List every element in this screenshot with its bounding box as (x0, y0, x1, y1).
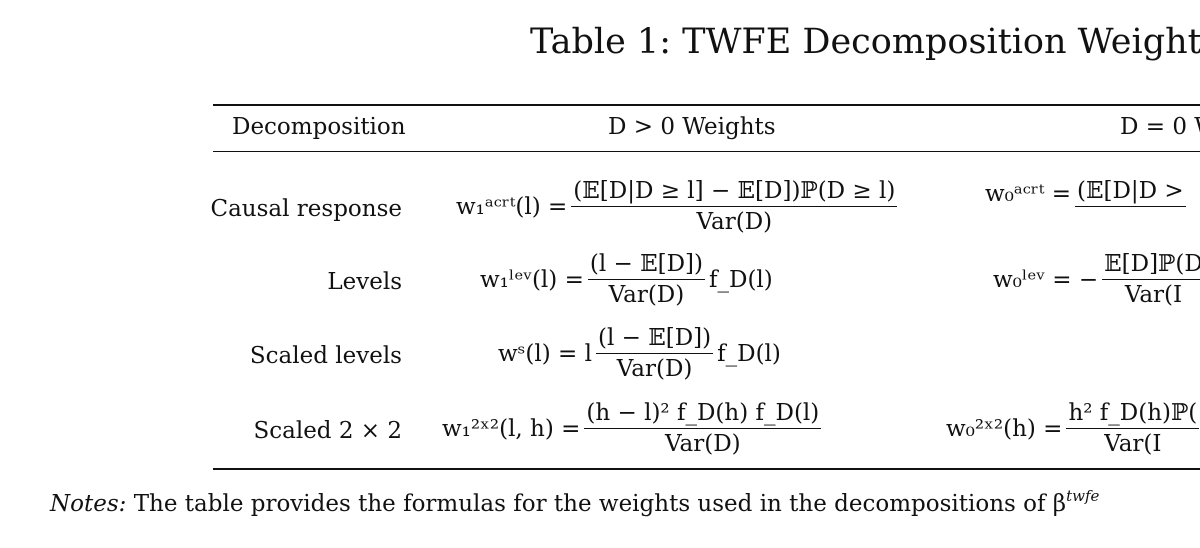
w0-2x2-fraction: h² f_D(h)ℙ( Var(I (1066, 400, 1200, 457)
w0-2x2-numerator: h² f_D(h)ℙ( (1066, 400, 1200, 429)
row-label-levels: Levels (327, 269, 402, 295)
w0-acrt-lhs: w₀ᵃᶜʳᵗ = (985, 180, 1071, 207)
w1-2x2-fraction: (h − l)² f_D(h) f_D(l) Var(D) (584, 400, 822, 457)
notes-superscript: twfe (1066, 487, 1100, 505)
row-label-causal-response: Causal response (210, 196, 402, 222)
row-label-scaled-levels: Scaled levels (249, 343, 402, 369)
ws-fraction: (l − 𝔼[D]) Var(D) (596, 325, 714, 382)
bottom-rule (213, 468, 1200, 470)
w0-2x2-formula: w₀²ˣ²(h) = h² f_D(h)ℙ( Var(I (946, 400, 1200, 457)
notes-text: The table provides the formulas for the … (133, 491, 1067, 517)
w1-lev-lhs: w₁ˡᵉᵛ(l) = (480, 266, 584, 293)
row-label-scaled-2x2: Scaled 2 × 2 (253, 418, 402, 444)
w1-lev-formula: w₁ˡᵉᵛ(l) = (l − 𝔼[D]) Var(D) f_D(l) (480, 251, 773, 308)
header-rule (213, 151, 1200, 152)
w0-lev-numerator: 𝔼[D]ℙ(D (1102, 251, 1200, 280)
w0-2x2-lhs: w₀²ˣ²(h) = (946, 415, 1063, 442)
table-title: Table 1: TWFE Decomposition Weights (530, 22, 1200, 62)
w1-acrt-numerator: (𝔼[D|D ≥ l] − 𝔼[D])ℙ(D ≥ l) (571, 178, 898, 207)
ws-denominator: Var(D) (616, 356, 693, 382)
table-notes: Notes: The table provides the formulas f… (50, 487, 1099, 517)
ws-formula: wˢ(l) = l (l − 𝔼[D]) Var(D) f_D(l) (498, 325, 781, 382)
w1-lev-denominator: Var(D) (608, 282, 685, 308)
header-d-zero-weights: D = 0 W (1120, 114, 1200, 140)
w1-acrt-denominator: Var(D) (696, 209, 773, 235)
w0-lev-denominator: Var(I (1124, 282, 1183, 308)
ws-lhs: wˢ(l) = l (498, 340, 592, 367)
w1-lev-numerator: (l − 𝔼[D]) (587, 251, 705, 280)
w1-2x2-formula: w₁²ˣ²(l, h) = (h − l)² f_D(h) f_D(l) Var… (442, 400, 825, 457)
notes-label: Notes: (50, 491, 127, 517)
w0-lev-fraction: 𝔼[D]ℙ(D Var(I (1102, 251, 1200, 308)
w1-2x2-denominator: Var(D) (665, 431, 741, 457)
w1-2x2-lhs: w₁²ˣ²(l, h) = (442, 415, 581, 442)
w0-acrt-formula: w₀ᵃᶜʳᵗ = (𝔼[D|D > (985, 178, 1190, 209)
ws-density: f_D(l) (717, 340, 781, 367)
w0-lev-formula: w₀ˡᵉᵛ = − 𝔼[D]ℙ(D Var(I (993, 251, 1200, 308)
header-decomposition: Decomposition (232, 114, 406, 140)
w1-2x2-numerator: (h − l)² f_D(h) f_D(l) (584, 400, 822, 429)
w1-acrt-fraction: (𝔼[D|D ≥ l] − 𝔼[D])ℙ(D ≥ l) Var(D) (571, 178, 898, 235)
ws-numerator: (l − 𝔼[D]) (596, 325, 714, 354)
w1-lev-fraction: (l − 𝔼[D]) Var(D) (587, 251, 705, 308)
w0-acrt-fraction: (𝔼[D|D > (1074, 178, 1186, 209)
header-d-positive-weights: D > 0 Weights (608, 114, 776, 140)
w1-acrt-formula: w₁ᵃᶜʳᵗ(l) = (𝔼[D|D ≥ l] − 𝔼[D])ℙ(D ≥ l) … (456, 178, 901, 235)
w0-acrt-numerator: (𝔼[D|D > (1074, 178, 1186, 207)
w1-acrt-lhs: w₁ᵃᶜʳᵗ(l) = (456, 193, 568, 220)
w0-2x2-denominator: Var(I (1104, 431, 1162, 457)
w1-lev-density: f_D(l) (708, 266, 773, 293)
top-rule (213, 104, 1200, 106)
w0-lev-lhs: w₀ˡᵉᵛ = − (993, 266, 1099, 293)
